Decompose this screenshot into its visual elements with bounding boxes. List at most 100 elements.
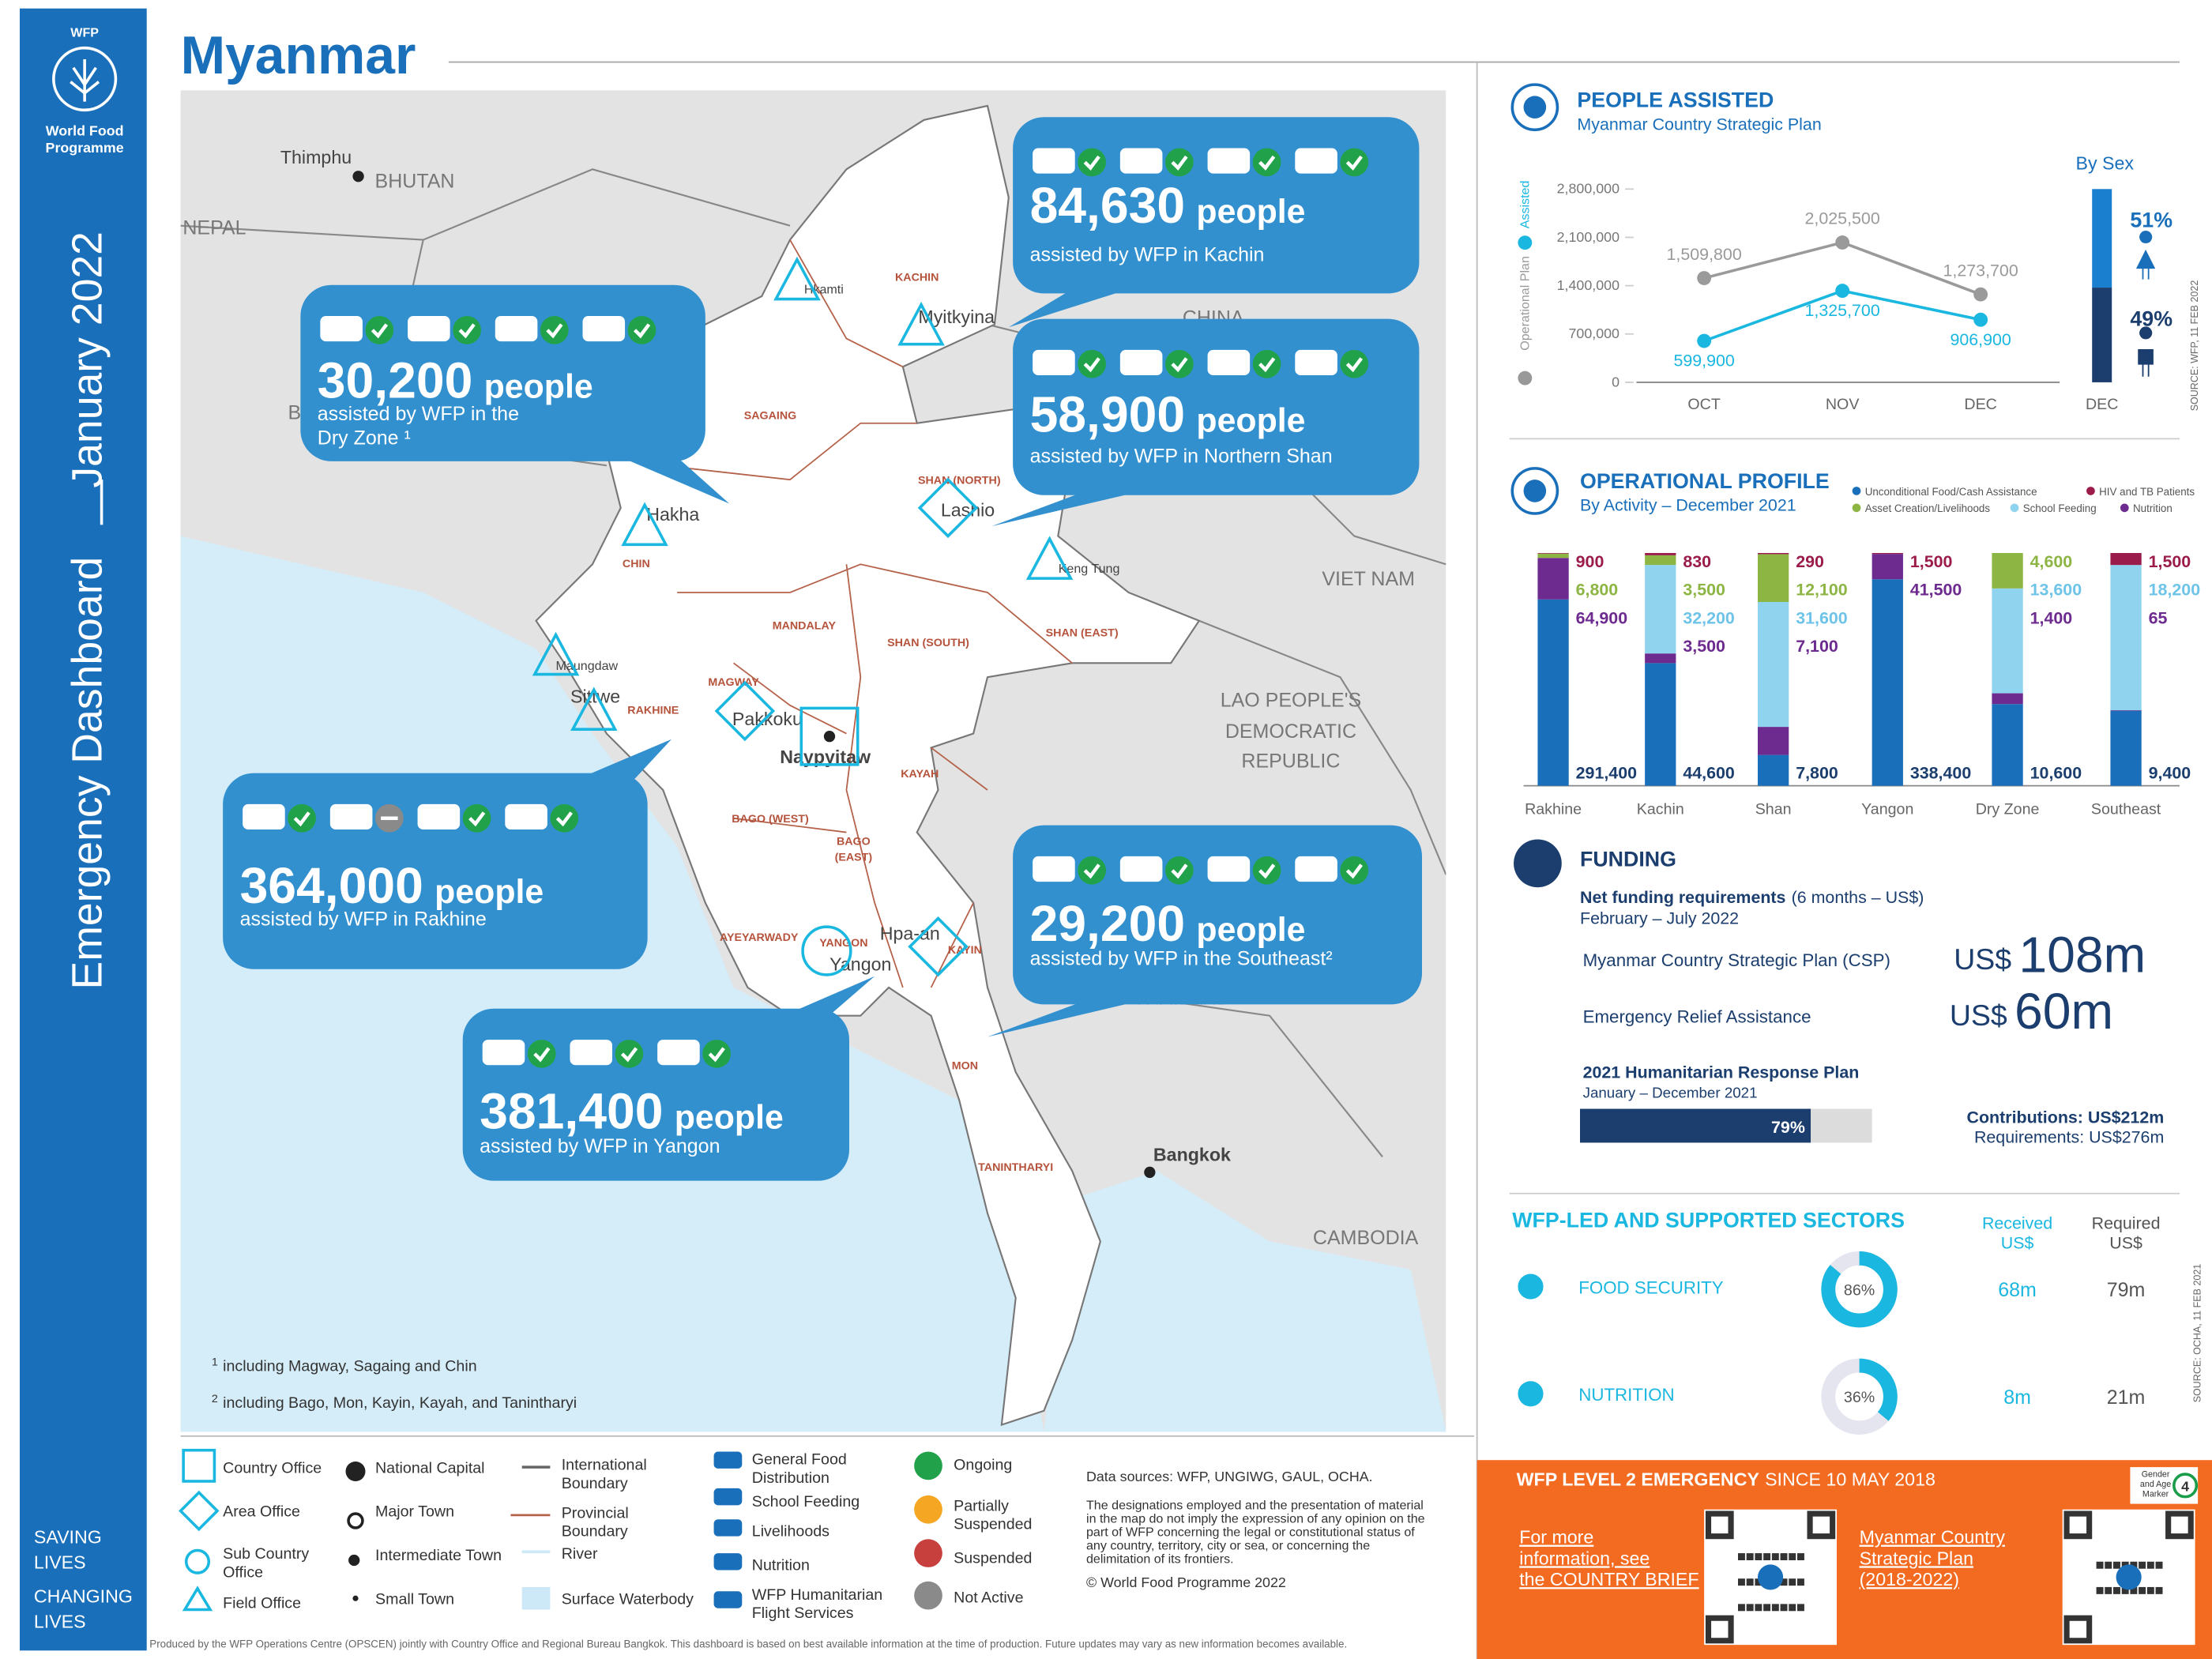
data-label: 4,600 bbox=[2030, 552, 2073, 571]
city-label: Sittwe bbox=[570, 686, 620, 706]
series-point bbox=[1835, 235, 1850, 250]
qr-module bbox=[2139, 1561, 2146, 1569]
link[interactable]: the COUNTRY BRIEF bbox=[1519, 1569, 1698, 1589]
callout-text: assisted by WFP in Yangon bbox=[480, 1135, 720, 1157]
qr-module bbox=[2146, 1586, 2154, 1594]
legend-text: Field Office bbox=[223, 1595, 301, 1612]
field-office bbox=[570, 687, 618, 731]
city-label: Maungdaw bbox=[556, 659, 619, 673]
status-icon bbox=[1340, 856, 1369, 885]
callout: 30,200 people bbox=[300, 284, 730, 504]
x-tick-label: Yangon bbox=[1861, 800, 1913, 818]
status-glyph bbox=[293, 811, 310, 827]
bar-segment bbox=[1645, 555, 1676, 566]
qr-module bbox=[1780, 1604, 1788, 1612]
series-point bbox=[1973, 312, 1988, 327]
bar-segment bbox=[2110, 553, 2142, 566]
data-label: 65 bbox=[2149, 608, 2168, 627]
legend-entry: HIV and TB Patients bbox=[2099, 486, 2195, 498]
country-label: BHUTAN bbox=[375, 171, 455, 193]
status-icon bbox=[462, 803, 491, 833]
status-glyph bbox=[555, 811, 573, 827]
provincial-borders bbox=[663, 239, 1073, 988]
legend-sub-office bbox=[184, 1548, 211, 1574]
y-tick-label: 1,400,000 bbox=[1557, 277, 1620, 293]
region-label: MANDALAY bbox=[773, 619, 837, 632]
qr-module bbox=[1738, 1578, 1745, 1586]
bar-segment bbox=[1645, 663, 1676, 786]
slogan: CHANGING bbox=[34, 1586, 133, 1607]
male-label: 49% bbox=[2130, 307, 2172, 331]
legend-status bbox=[914, 1581, 942, 1610]
callout-text: assisted by WFP in the Southeast² bbox=[1030, 947, 1333, 969]
link[interactable]: Strategic Plan bbox=[1860, 1548, 1973, 1568]
data-label: 1,500 bbox=[1910, 552, 1953, 571]
bar-segment bbox=[1992, 553, 2023, 589]
source: SOURCE: WFP, 11 FEB 2022 bbox=[2189, 280, 2200, 412]
link[interactable]: (2018-2022) bbox=[1860, 1569, 1959, 1589]
qr-module bbox=[2105, 1561, 2112, 1569]
series-point bbox=[1697, 333, 1712, 348]
qr-module bbox=[1746, 1553, 1754, 1560]
data-label: 32,200 bbox=[1683, 608, 1735, 627]
donut-label: 86% bbox=[1844, 1281, 1875, 1299]
status-icon bbox=[1252, 856, 1281, 885]
section-icon bbox=[1510, 83, 1559, 132]
slogan: LIVES bbox=[34, 1552, 86, 1573]
legend-text: Distribution bbox=[752, 1469, 830, 1487]
data-label: 830 bbox=[1683, 552, 1711, 571]
legend-text: Surface Waterbody bbox=[562, 1590, 694, 1608]
legend-text: Area Office bbox=[223, 1503, 300, 1521]
activity-icon bbox=[320, 316, 363, 342]
legend-activity-icon bbox=[713, 1553, 743, 1571]
activity-icon bbox=[482, 1040, 525, 1066]
qr-module bbox=[1738, 1553, 1745, 1560]
qr-module bbox=[1746, 1578, 1754, 1586]
qr-module bbox=[2130, 1586, 2138, 1594]
qr-module bbox=[2113, 1561, 2120, 1569]
callout-text: Dry Zone ¹ bbox=[318, 427, 411, 450]
activity-icon bbox=[570, 1040, 612, 1066]
region-label: BAGO (WEST) bbox=[732, 813, 809, 826]
status-glyph bbox=[533, 1047, 551, 1063]
status-icon bbox=[1252, 349, 1281, 378]
link[interactable]: Myanmar Country bbox=[1860, 1527, 2006, 1548]
data-label: 290 bbox=[1796, 552, 1824, 571]
female-bar bbox=[2092, 189, 2112, 288]
callout-figure: 84,630 people bbox=[1030, 177, 1306, 234]
people-count: 58,900 bbox=[1030, 386, 1186, 442]
region-label: (EAST) bbox=[835, 851, 873, 863]
legend-text: Intermediate Town bbox=[375, 1547, 502, 1564]
status-icon bbox=[288, 803, 316, 833]
callout-tail bbox=[620, 457, 730, 504]
link[interactable]: information, see bbox=[1519, 1548, 1650, 1568]
callout-tail bbox=[578, 739, 672, 779]
legend-activity-icon bbox=[713, 1591, 743, 1608]
disclaimer: part of WFP concerning the legal or cons… bbox=[1086, 1525, 1415, 1540]
female-label: 51% bbox=[2130, 209, 2172, 232]
field-office bbox=[897, 301, 945, 346]
callout-text: assisted by WFP in Northern Shan bbox=[1030, 446, 1333, 468]
footnote: including Magway, Sagaing and Chin bbox=[223, 1358, 476, 1375]
link[interactable]: For more bbox=[1519, 1527, 1593, 1548]
area-office bbox=[908, 916, 969, 977]
activity-icon bbox=[417, 803, 461, 830]
activity-icon bbox=[495, 316, 538, 342]
source: SOURCE: OCHA, 11 FEB 2021 bbox=[2192, 1264, 2203, 1403]
legend-entry: Nutrition bbox=[2133, 502, 2172, 514]
status-glyph bbox=[1171, 357, 1188, 373]
legend-text: Ongoing bbox=[954, 1457, 1012, 1474]
people-unit: people bbox=[1196, 401, 1305, 439]
status-icon bbox=[1165, 148, 1194, 177]
data-label: 12,100 bbox=[1796, 581, 1848, 600]
status-glyph bbox=[546, 323, 563, 339]
region-label: KAYIN bbox=[948, 944, 982, 957]
callout-figure: 381,400 people bbox=[480, 1083, 784, 1140]
hrp-period: January – December 2021 bbox=[1583, 1084, 1758, 1100]
sidebar bbox=[20, 8, 147, 1651]
people-count: 30,200 bbox=[318, 352, 473, 409]
qr-finder bbox=[2165, 1510, 2194, 1540]
column-header: US$ bbox=[2109, 1233, 2142, 1252]
data-label: 7,100 bbox=[1796, 637, 1838, 656]
donut-fill bbox=[1821, 1358, 1898, 1435]
